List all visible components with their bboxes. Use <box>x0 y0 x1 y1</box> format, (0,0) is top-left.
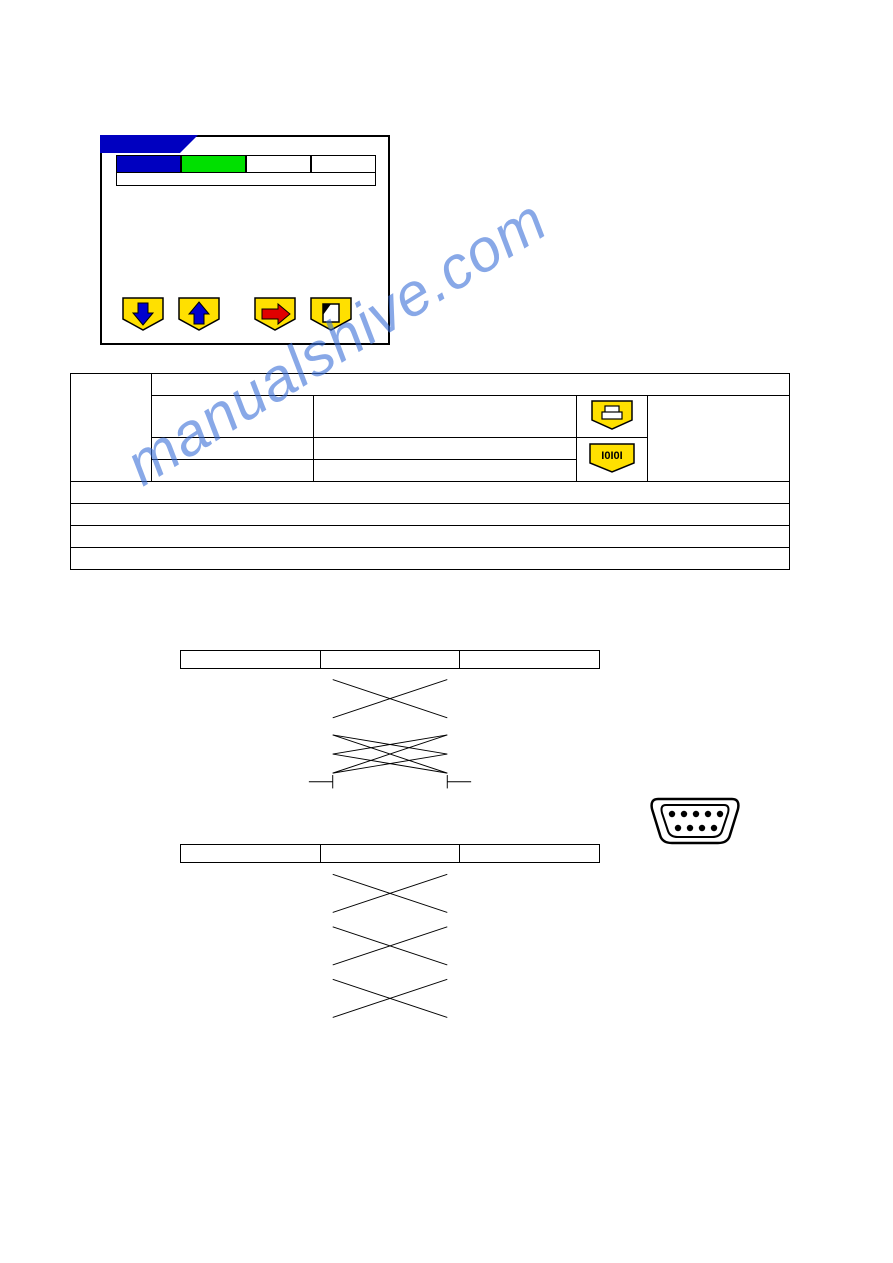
spec-table: I0I0I <box>70 373 790 570</box>
conn-head-mid <box>320 845 460 863</box>
spec-cell <box>648 396 790 482</box>
printer-icon <box>591 400 633 430</box>
conn-head-left <box>181 651 321 669</box>
spec-cell <box>152 374 790 396</box>
connector-pc-header <box>180 650 600 669</box>
spec-cell <box>314 396 577 438</box>
spec-row-header <box>71 374 790 396</box>
lcd-cell-4 <box>311 155 376 173</box>
spec-cell <box>71 482 790 504</box>
spec-cell <box>71 504 790 526</box>
spec-row <box>71 396 790 438</box>
spec-cell <box>314 438 577 460</box>
spec-row <box>71 482 790 504</box>
spec-row <box>71 504 790 526</box>
spec-row <box>71 526 790 548</box>
right-arrow-button[interactable] <box>254 297 296 331</box>
connector-printer <box>180 844 823 1028</box>
spec-cell <box>152 396 314 438</box>
lcd-grid <box>116 155 376 173</box>
lcd-cell-2 <box>181 155 246 173</box>
conn-head-left <box>181 845 321 863</box>
conn-head-right <box>460 845 600 863</box>
page-button[interactable] <box>310 297 352 331</box>
db9-connector-icon <box>650 795 740 845</box>
connector-printer-header <box>180 844 600 863</box>
connector-pc <box>180 650 823 804</box>
spec-cell-icon: I0I0I <box>577 438 648 482</box>
spec-cell <box>71 526 790 548</box>
up-arrow-button[interactable] <box>178 297 220 331</box>
lcd-button-row <box>122 297 352 331</box>
connector-pc-wires <box>180 669 600 799</box>
spec-cell <box>71 548 790 570</box>
lcd-tab <box>100 135 180 153</box>
spec-cell <box>152 460 314 482</box>
connector-printer-wires <box>180 863 600 1023</box>
binary-icon: I0I0I <box>589 443 635 473</box>
spec-row <box>71 548 790 570</box>
lcd-panel <box>100 135 390 345</box>
svg-text:I0I0I: I0I0I <box>602 450 623 462</box>
spec-cell-icon <box>577 396 648 438</box>
spec-cell <box>152 438 314 460</box>
conn-head-right <box>460 651 600 669</box>
lcd-cell-1 <box>116 155 181 173</box>
lcd-row-2 <box>116 173 376 186</box>
lcd-cell-3 <box>246 155 311 173</box>
down-arrow-button[interactable] <box>122 297 164 331</box>
spec-cell <box>71 374 152 482</box>
spec-cell <box>314 460 577 482</box>
conn-head-mid <box>320 651 460 669</box>
